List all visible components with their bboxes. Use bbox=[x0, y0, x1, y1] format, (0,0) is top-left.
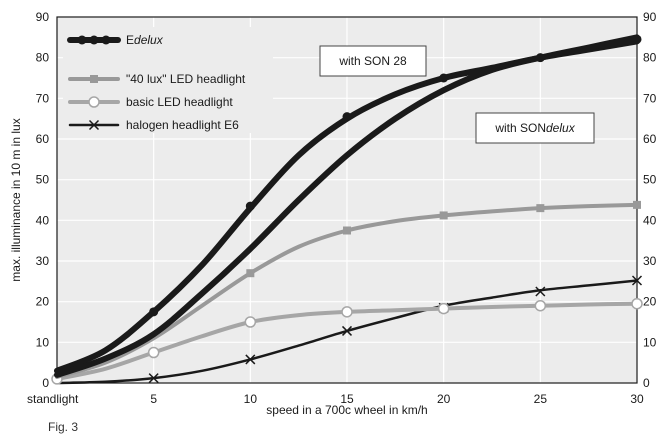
series-line-0-1 bbox=[54, 34, 640, 378]
data-point bbox=[631, 297, 643, 310]
y-tick-label-right: 20 bbox=[643, 295, 657, 309]
series-1 bbox=[55, 200, 641, 379]
x-tick-label: standlight bbox=[27, 392, 79, 406]
data-point bbox=[439, 211, 448, 220]
legend-marker-0 bbox=[77, 35, 87, 45]
legend-label-2: basic LED headlight bbox=[126, 95, 233, 109]
legend-label-3: halogen headlight E6 bbox=[126, 118, 239, 132]
figure-caption: Fig. 3 bbox=[48, 420, 79, 434]
y-tick-label-right: 10 bbox=[643, 335, 657, 349]
y-tick-label-right: 40 bbox=[643, 213, 657, 227]
data-point bbox=[535, 286, 546, 297]
data-point bbox=[244, 316, 257, 328]
x-tick-label: 20 bbox=[437, 392, 451, 406]
legend-marker-2 bbox=[88, 96, 100, 108]
data-point bbox=[245, 201, 255, 211]
data-point bbox=[439, 73, 449, 83]
x-axis-label: speed in a 700c wheel in km/h bbox=[266, 403, 427, 417]
annotation-text-1: with SONdelux bbox=[494, 121, 575, 135]
y-tick-label-right: 50 bbox=[643, 173, 657, 187]
data-point-stroke bbox=[148, 373, 159, 384]
y-tick-label-right: 80 bbox=[643, 51, 657, 65]
y-tick-label-left: 40 bbox=[36, 213, 50, 227]
data-point bbox=[342, 112, 352, 122]
y-tick-label-right: 70 bbox=[643, 91, 657, 105]
y-tick-label-right: 90 bbox=[643, 10, 657, 24]
y-tick-label-left: 70 bbox=[36, 91, 50, 105]
annotation-box-1 bbox=[475, 112, 595, 144]
data-point bbox=[536, 204, 545, 213]
legend-marker-3 bbox=[88, 119, 100, 131]
y-tick-label-left: 50 bbox=[36, 173, 50, 187]
y-tick-label-left: 30 bbox=[36, 254, 50, 268]
data-point bbox=[148, 373, 159, 384]
illuminance-chart: 0 0 10 10 20 20 30 30 40 40 50 50 60 60 70 70 80 80 90 90 st… bbox=[9, 10, 657, 417]
data-point bbox=[343, 226, 351, 235]
axes: 0 0 10 10 20 20 30 30 40 40 50 50 60 60 70 70 80 80 90 90 st… bbox=[27, 10, 657, 406]
legend-marker-0 bbox=[89, 35, 99, 45]
x-tick-label: 5 bbox=[150, 392, 157, 406]
y-tick-label-left: 0 bbox=[42, 376, 49, 390]
data-point bbox=[147, 346, 160, 359]
annotation-text-0: with SON 28 bbox=[338, 54, 407, 68]
data-point bbox=[633, 200, 641, 209]
annotations: with SON 28 with SONdelux bbox=[319, 45, 595, 144]
data-point bbox=[245, 354, 256, 365]
data-point-stroke bbox=[245, 354, 256, 365]
legend-marker-3-stroke bbox=[88, 119, 100, 131]
y-tick-label-right: 30 bbox=[643, 254, 657, 268]
y-tick-label-left: 90 bbox=[36, 10, 50, 24]
data-point-stroke bbox=[341, 325, 353, 336]
y-tick-label-right: 60 bbox=[643, 132, 657, 146]
plot-frame bbox=[56, 16, 638, 384]
data-point bbox=[341, 325, 353, 336]
x-tick-label: 25 bbox=[534, 392, 548, 406]
data-point bbox=[631, 275, 643, 286]
series-layer bbox=[51, 34, 643, 385]
data-point bbox=[149, 307, 159, 317]
x-tick-label: 15 bbox=[340, 392, 354, 406]
x-tick-label: 10 bbox=[244, 392, 258, 406]
data-point bbox=[341, 306, 353, 318]
data-point-stroke bbox=[535, 286, 546, 297]
legend-marker-0 bbox=[101, 35, 111, 45]
data-point bbox=[437, 302, 450, 315]
y-tick-label-right: 0 bbox=[643, 376, 650, 390]
annotation-box-0 bbox=[319, 45, 427, 77]
legend: Edelux "40 lux" LED headlight basic LED he… bbox=[63, 27, 273, 133]
legend-marker-1 bbox=[90, 75, 98, 83]
legend-label-1: "40 lux" LED headlight bbox=[126, 72, 246, 86]
data-point-stroke bbox=[631, 275, 643, 286]
y-axis-label: max. illuminance in 10 m in lux bbox=[9, 118, 23, 281]
series-0 bbox=[54, 34, 642, 378]
y-tick-label-left: 80 bbox=[36, 51, 50, 65]
y-tick-label-left: 60 bbox=[36, 132, 50, 146]
y-tick-label-left: 20 bbox=[36, 295, 50, 309]
data-point bbox=[534, 299, 547, 312]
x-tick-label: 30 bbox=[630, 392, 644, 406]
legend-label-0: Edelux bbox=[126, 33, 164, 47]
data-point bbox=[246, 269, 255, 278]
y-tick-label-left: 10 bbox=[36, 335, 50, 349]
